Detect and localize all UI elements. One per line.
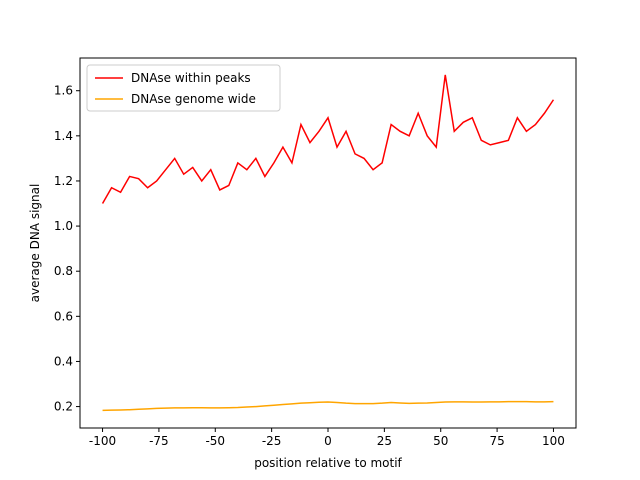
y-tick-label: 0.8 [54, 264, 73, 278]
x-tick-label: 0 [324, 434, 332, 448]
x-axis-label: position relative to motif [254, 456, 402, 470]
y-tick-label: 1.4 [54, 129, 73, 143]
series-line [102, 400, 554, 412]
y-axis-label: average DNA signal [28, 184, 42, 303]
x-tick-label: 100 [542, 434, 565, 448]
x-tick-label: 75 [489, 434, 504, 448]
x-tick-label: -75 [149, 434, 169, 448]
x-tick-label: 50 [433, 434, 448, 448]
y-tick-label: 0.4 [54, 354, 73, 368]
y-tick-label: 0.2 [54, 400, 73, 414]
x-tick-label: -100 [89, 434, 116, 448]
x-tick-label: -50 [205, 434, 225, 448]
legend-label: DNAse within peaks [131, 71, 251, 85]
x-tick-label: -25 [262, 434, 282, 448]
series-line [101, 74, 555, 204]
y-tick-label: 1.6 [54, 84, 73, 98]
x-tick-label: 25 [377, 434, 392, 448]
y-tick-label: 1.2 [54, 174, 73, 188]
y-tick-label: 1.0 [54, 219, 73, 233]
y-tick-label: 0.6 [54, 309, 73, 323]
legend-box [86, 64, 281, 112]
plot-frame [79, 57, 577, 429]
legend-label: DNAse genome wide [131, 92, 256, 106]
